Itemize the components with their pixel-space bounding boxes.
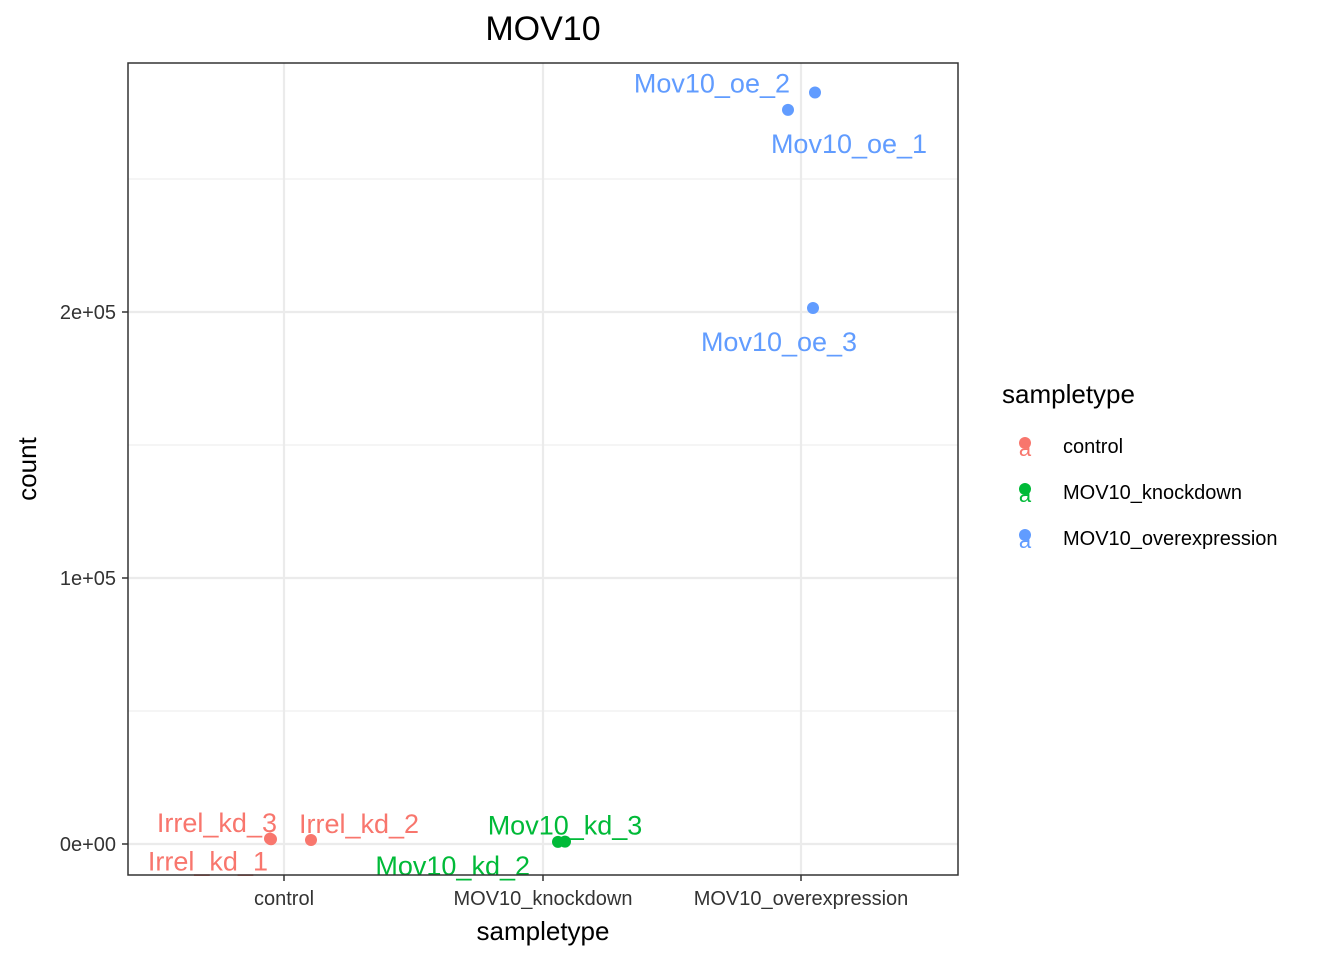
y-tick-label: 2e+05 <box>60 302 116 324</box>
data-label: Mov10_oe_1 <box>771 129 927 159</box>
data-point <box>265 833 277 846</box>
y-tick-label: 0e+00 <box>60 834 116 856</box>
data-label: Irrel_kd_2 <box>299 809 419 839</box>
legend-key-glyph: a <box>1019 528 1032 553</box>
x-tick-label: MOV10_knockdown <box>454 888 633 910</box>
data-points <box>264 86 821 848</box>
data-label: Mov10_kd_3 <box>488 811 643 841</box>
data-point <box>809 86 821 99</box>
legend-label: MOV10_overexpression <box>1063 528 1278 550</box>
legend-key-point <box>1019 529 1031 541</box>
y-tick-label: 1e+05 <box>60 568 116 590</box>
grid-lines <box>128 63 958 875</box>
x-tick-label: control <box>254 888 314 910</box>
legend-label: MOV10_knockdown <box>1063 482 1242 504</box>
axes: 0e+00 1e+05 2e+05 control MOV10_knockdown MOV… <box>60 302 908 910</box>
data-label: Mov10_oe_3 <box>701 327 857 357</box>
legend-key-glyph: a <box>1019 482 1032 507</box>
data-point <box>305 834 317 847</box>
data-label: Irrel_kd_3 <box>157 808 277 838</box>
legend-label: control <box>1063 436 1123 458</box>
y-axis-title: count <box>12 436 42 500</box>
legend-key-glyph: a <box>1019 436 1032 461</box>
point-labels: Irrel_kd_1 Irrel_kd_2 Irrel_kd_3 Mov10_kd_2… <box>148 69 927 881</box>
legend-title: sampletype <box>1002 379 1135 409</box>
data-point <box>807 302 819 315</box>
data-label: Mov10_oe_2 <box>634 69 790 99</box>
legend-key-point <box>1019 437 1031 449</box>
data-point <box>559 835 571 848</box>
x-axis-title: sampletype <box>477 916 610 946</box>
chart-title: MOV10 <box>485 10 600 48</box>
data-point <box>782 103 794 116</box>
data-label: Irrel_kd_1 <box>148 847 268 877</box>
x-tick-label: MOV10_overexpression <box>694 888 909 910</box>
legend-key-point <box>1019 483 1031 495</box>
data-label: Mov10_kd_2 <box>375 851 530 881</box>
